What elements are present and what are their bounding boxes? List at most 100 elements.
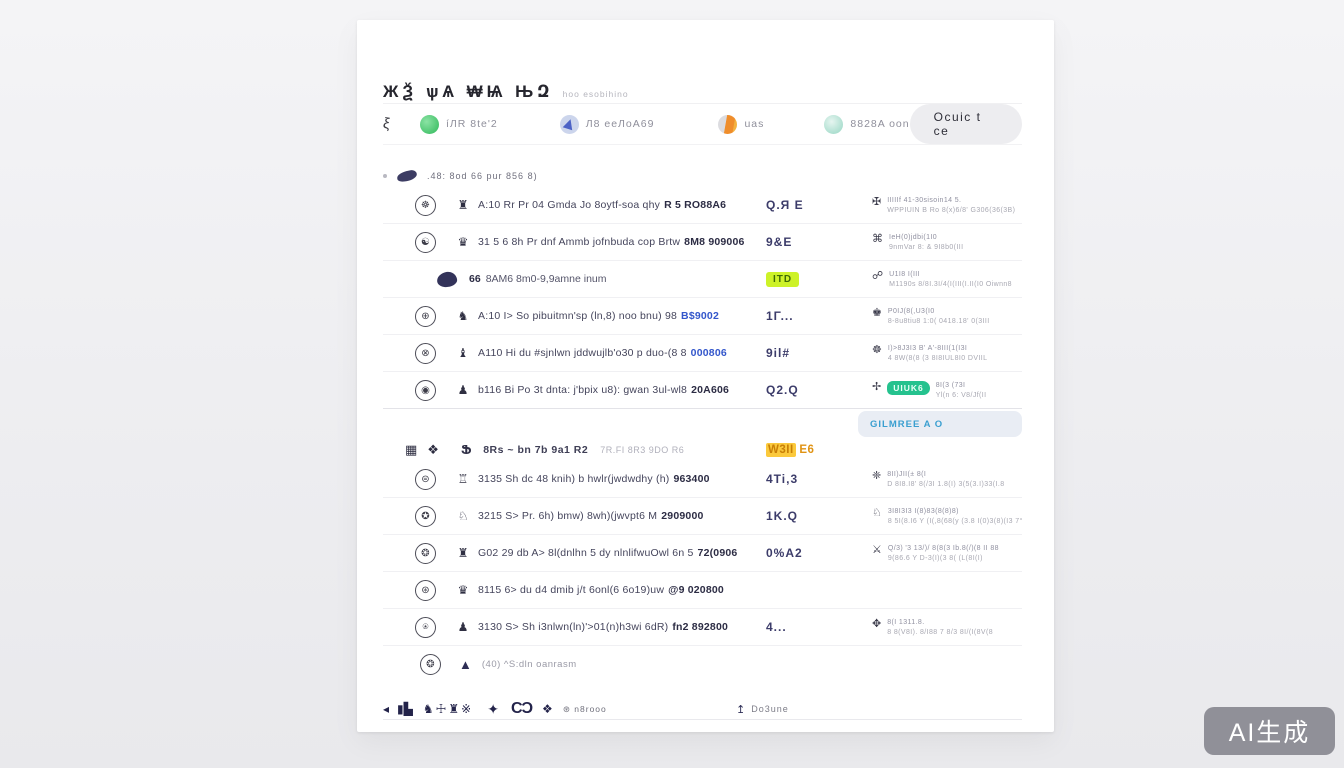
row-title: 3135 Sh dc 48 knih) b hwlr(jwdwdhy (h)96… — [478, 473, 746, 485]
primary-action-button[interactable]: Ocuic t ce — [910, 104, 1022, 144]
triangle-icon: ▲ — [459, 657, 472, 672]
section-header-1: .48: 8od 66 pur 856 8) — [383, 165, 1022, 187]
tab-3[interactable]: uas — [718, 115, 764, 134]
card-bottom-divider — [383, 719, 1022, 720]
row-status-icon: ⚔ — [872, 544, 882, 556]
table-row[interactable]: ⊗♝A110 Hi du #sjnlwn jddwujlb'o30 p duo-… — [383, 335, 1022, 372]
row-status-icon: ♘ — [872, 507, 882, 519]
row-status-icon: ❈ — [872, 470, 881, 482]
row-title: A:10 Rr Pr 04 Gmda Jo 8oytf-soa qhyR 5 R… — [478, 199, 746, 211]
tab-1[interactable]: íЛR 8te'2 — [420, 115, 498, 134]
row-meta-lines: 8II)JII(± 8(ID 8I8.I8' 8(/3I 1.8(I) 3(5(… — [887, 470, 1004, 489]
section-header-2[interactable]: ▦ ❖ Ֆ 8Rs ~ bn 7b 9a1 R2 7R.FI 8R3 9DO R… — [383, 439, 1022, 461]
table-row[interactable]: 668AM6 8m0-9,9amne inumITD☍U1I8 I(IIIM11… — [383, 261, 1022, 298]
tab-bar: ξ íЛR 8te'2 Л8 ееЛоА69 uas 8828A oon Ocu… — [383, 103, 1022, 145]
row-avatar-icon: ⊛ — [415, 580, 436, 601]
tab-1-label: íЛR 8te'2 — [446, 118, 498, 130]
row-value: 4... — [746, 620, 852, 634]
footer-logo: ϹϽ — [511, 700, 532, 718]
row-title: G02 29 db A> 8l(dnlhn 5 dy nlnlifwuOwl 6… — [478, 547, 746, 559]
table-row[interactable]: ✪♘3215 S> Pr. 6h) bmw) 8wh)(jwvpt6 M2909… — [383, 498, 1022, 535]
row-meta-line1: 8II)JII(± 8(I — [887, 470, 1004, 479]
row-title: 3130 S> Sh i3nlwn(ln)'>01(n)h3wi 6dR)fn2… — [478, 621, 746, 633]
row-value: 4Ti,3 — [746, 472, 852, 486]
row-meta: ⌘IeH(0)jdbi(1I09nmVar 8: & 9I8b0(III — [872, 233, 963, 252]
section-2-label: 8Rs ~ bn 7b 9a1 R2 — [483, 444, 588, 456]
row-type-icon: ♛ — [456, 583, 470, 597]
row-meta-line1: IIIIIf 41-30sisoin14 5. — [887, 196, 1015, 205]
main-card: ЖѮ ѱѦ ₩Ѩ ЊԶ hoo esobihino ξ íЛR 8te'2 Л8… — [357, 20, 1054, 732]
seal-icon: ❖ — [427, 442, 439, 458]
row-title: b116 Bi Po 3t dnta: j'bpix u8): gwan 3ul… — [478, 384, 746, 396]
table-row[interactable]: ⊕♞A:10 I> So pibuitmn'sp (ln,8) noo bnu)… — [383, 298, 1022, 335]
row-type-icon: ♜ — [456, 198, 470, 212]
footer-glyph-3: ♞☩♜※ — [423, 702, 473, 716]
row-meta-line2: Yl(n 6: V8/Jf(II — [936, 391, 987, 400]
row-type-icon: ♘ — [456, 509, 470, 523]
row-status-icon: ♚ — [872, 307, 882, 319]
row-tail: R 5 RO88A6 — [664, 199, 726, 211]
row-title: 31 5 6 8h Pr dnf Ammb jofnbuda cop Brtw8… — [478, 236, 746, 248]
row-value: 1Γ... — [746, 309, 852, 323]
row-meta-line1: U1I8 I(III — [889, 270, 1012, 279]
row-status-icon: ✥ — [872, 618, 881, 630]
status-badge[interactable]: GILMREE A O — [858, 411, 1022, 437]
row-title: A110 Hi du #sjnlwn jddwujlb'o30 p duo-(8… — [478, 347, 746, 359]
row-tail: 2909000 — [661, 510, 703, 522]
footer-link[interactable]: ↥ Do3une — [736, 703, 789, 716]
table-row[interactable]: ⊛♛8115 6> du d4 dmib j/t 6onl(6 6o19)uw@… — [383, 572, 1022, 609]
row-meta-lines: IeH(0)jdbi(1I09nmVar 8: & 9I8b0(III — [889, 233, 963, 252]
row-meta-line2: 9(86.6 Y D-3(I)(3 8( (L(8I(I) — [888, 554, 999, 563]
row-meta-line2: D 8I8.I8' 8(/3I 1.8(I) 3(5(3.I)33(I.8 — [887, 480, 1004, 489]
star-icon: ✦ — [487, 701, 499, 718]
row-tail: fn2 892800 — [672, 621, 728, 633]
row-meta: ⚔ Q/3) '3 13/)/ 8(8(3 Ib.8(/)(8 II 889(86… — [872, 544, 999, 563]
ai-generated-watermark: AI生成 — [1204, 707, 1335, 755]
row-meta-line1: 3I8I3I3 I(8)83(8(8)8) — [888, 507, 1022, 516]
row-meta: ☸I)>8J3I3 B' A'-8III(1(I3I4 8W(8(8 (3 8I… — [872, 344, 987, 363]
rows-group-bottom: ⊜♖3135 Sh dc 48 knih) b hwlr(jwdwdhy (h)… — [383, 461, 1022, 646]
table-row[interactable]: ☯♛31 5 6 8h Pr dnf Ammb jofnbuda cop Brt… — [383, 224, 1022, 261]
row-meta-line2: WPPIUIN B Ro 8(x)6/8' G306(36(3B) — [887, 206, 1015, 215]
row-title: 668AM6 8m0-9,9amne inum — [469, 273, 746, 285]
tab-2-icon — [560, 115, 579, 134]
row-status-icon: ☍ — [872, 270, 883, 282]
row-value: Q.Я E — [746, 198, 852, 212]
table-row[interactable]: ❂♜G02 29 db A> 8l(dnlhn 5 dy nlnlifwuOwl… — [383, 535, 1022, 572]
row-meta-line1: Q/3) '3 13/)/ 8(8(3 Ib.8(/)(8 II 88 — [888, 544, 999, 553]
footer-glyph-2: ▮▙ — [397, 702, 413, 716]
row-meta: ♚P0IJ(8(,U3(I08-8u8tiu8 1:0( 0418.18' 0(… — [872, 307, 990, 326]
row-meta-line2: M1190s 8/8I.3I/4(I(III(I.II(I0 Oiwnn8 — [889, 280, 1012, 289]
row-status-icon: ☸ — [872, 344, 882, 356]
brush-icon — [396, 169, 417, 182]
status-badge: UIUK6 — [887, 381, 930, 395]
tab-4[interactable]: 8828A oon — [824, 115, 909, 134]
row-meta-lines: 8I(3 (73IYl(n 6: V8/Jf(II — [936, 381, 987, 400]
row-type-icon: ♝ — [456, 346, 470, 360]
row-tail: 20A606 — [691, 384, 729, 396]
tab-2[interactable]: Л8 ееЛоА69 — [560, 115, 655, 134]
row-value: 9&E — [746, 235, 852, 249]
tab-3-icon — [718, 115, 737, 134]
row-meta: ☍ U1I8 I(IIIM1190s 8/8I.3I/4(I(III(I.II(I… — [872, 270, 1012, 289]
row-meta-line1: IeH(0)jdbi(1I0 — [889, 233, 963, 242]
menu-icon[interactable]: ξ — [382, 114, 401, 133]
row-meta-lines: 3I8I3I3 I(8)83(8(8)8)8 5I(8.I6 Y (I(,8(6… — [888, 507, 1022, 526]
diamond-icon: ❖ — [542, 702, 553, 716]
row-avatar-icon: ☯ — [415, 232, 436, 253]
arrow-up-icon: ↥ — [736, 703, 745, 716]
table-row[interactable]: ⍟♟3130 S> Sh i3nlwn(ln)'>01(n)h3wi 6dR)f… — [383, 609, 1022, 646]
table-row[interactable]: ⊜♖3135 Sh dc 48 knih) b hwlr(jwdwdhy (h)… — [383, 461, 1022, 498]
rows-group-top: ☸ ♜ A:10 Rr Pr 04 Gmda Jo 8oytf-soa qhyR 5… — [383, 187, 1022, 409]
row-meta-line1: I)>8J3I3 B' A'-8III(1(I3I — [888, 344, 988, 353]
person-avatar: ❂ — [420, 654, 441, 675]
footer-small-label: ⊛ n8rooo — [563, 704, 607, 715]
table-row[interactable]: ◉♟b116 Bi Po 3t dnta: j'bpix u8): gwan 3… — [383, 372, 1022, 409]
row-link[interactable]: 000806 — [691, 347, 727, 359]
row-meta-lines: IIIIIf 41-30sisoin14 5.WPPIUIN B Ro 8(x)… — [887, 196, 1015, 215]
table-row[interactable]: ☸♜A:10 Rr Pr 04 Gmda Jo 8oytf-soa qhyR 5… — [383, 187, 1022, 224]
person-row[interactable]: ❂ ▲ (40) ^S:dln oanrasm — [383, 646, 1022, 682]
section-2-value: W3II E6 — [766, 444, 1022, 456]
item-list: .48: 8od 66 pur 856 8) ☸ ♜ A:10 Rr Pr 04 G… — [357, 165, 1054, 724]
row-link[interactable]: B$9002 — [681, 310, 719, 322]
